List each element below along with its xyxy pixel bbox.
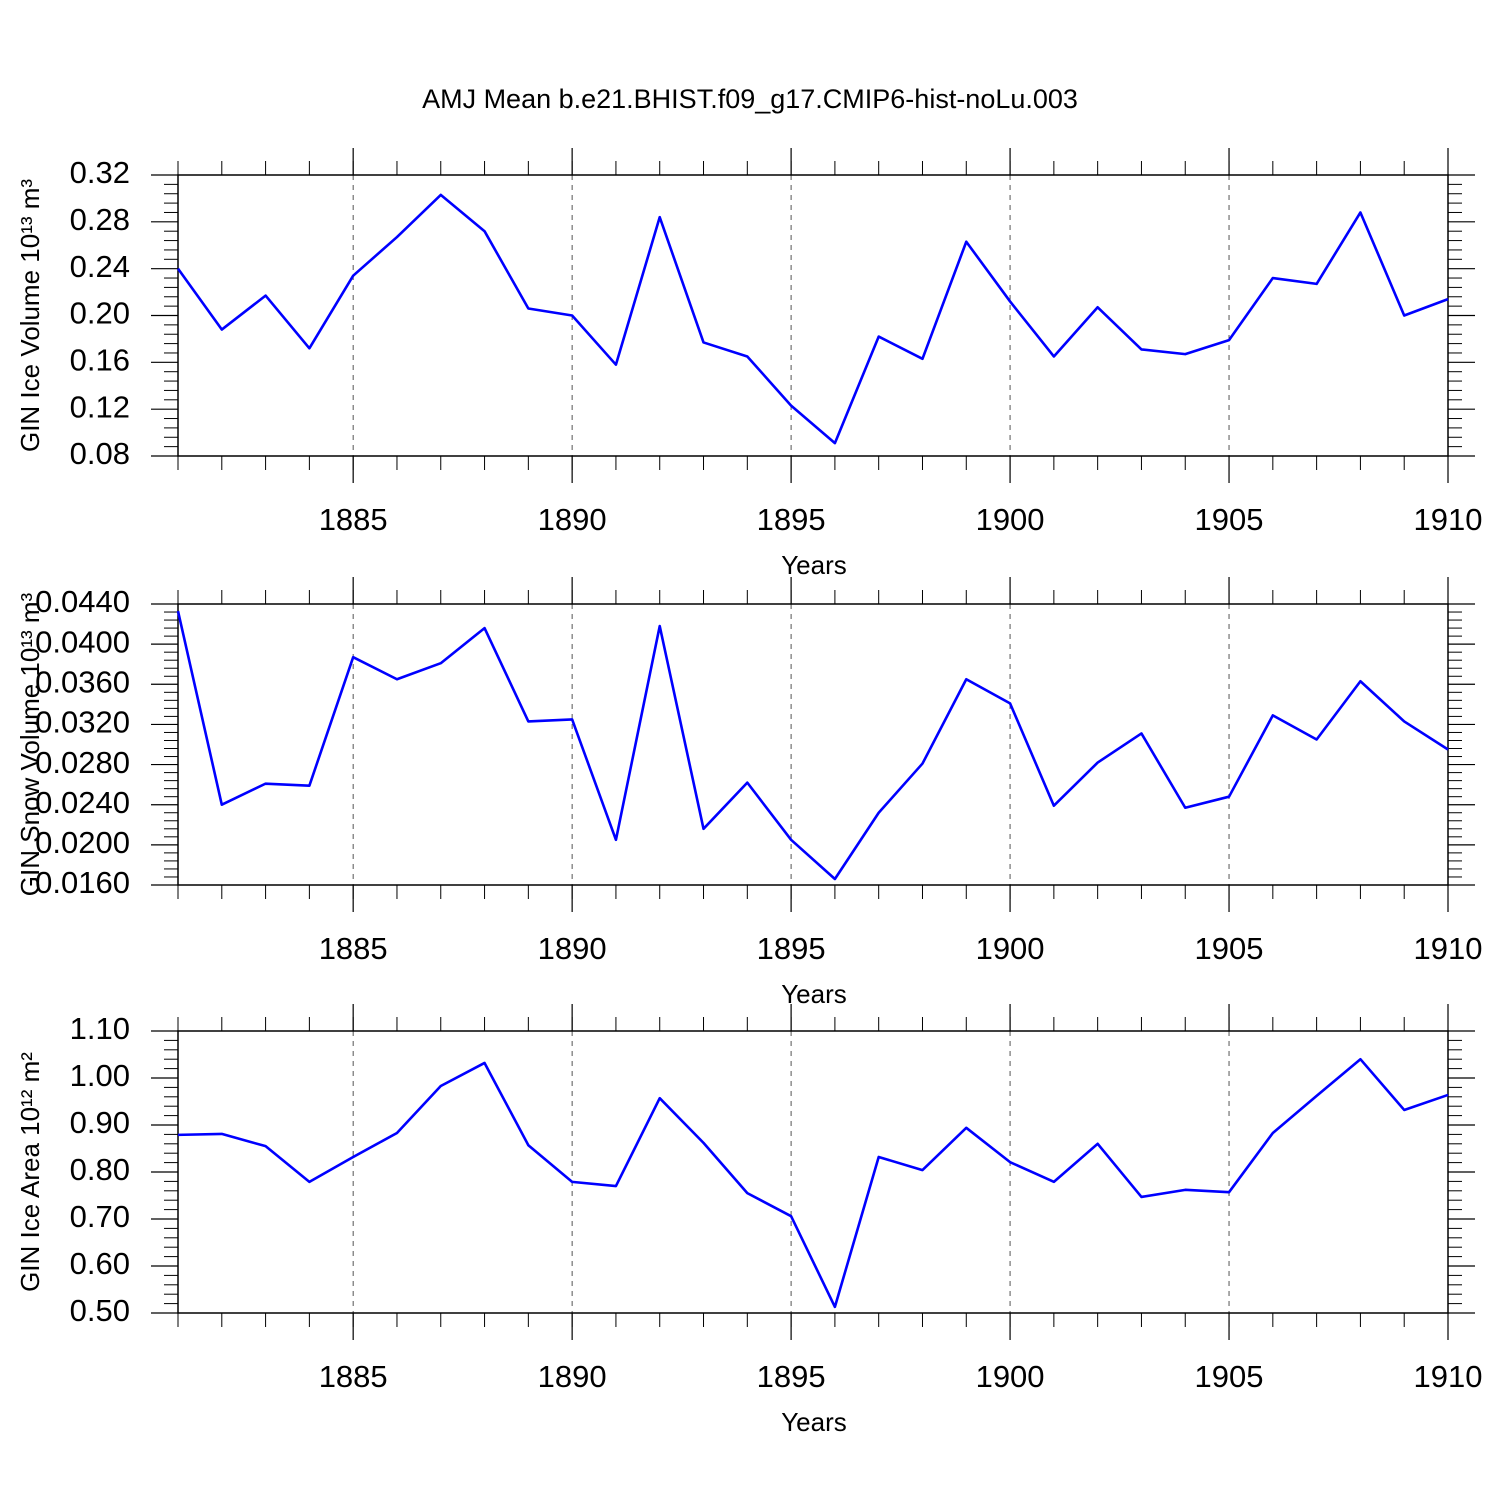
y-axis-title: GIN Snow Volume 10¹³ m³ — [15, 592, 45, 896]
y-tick-label: 1.10 — [70, 1011, 130, 1046]
y-tick-label: 0.50 — [70, 1293, 130, 1328]
y-tick-label: 0.32 — [70, 155, 130, 190]
y-tick-label: 0.0360 — [35, 664, 130, 699]
x-tick-label: 1890 — [538, 1359, 607, 1394]
y-tick-label: 0.24 — [70, 249, 130, 284]
plot-frame — [177, 1030, 1449, 1314]
plot-frame — [177, 174, 1449, 457]
y-tick-label: 0.20 — [70, 296, 130, 331]
x-tick-label: 1890 — [538, 931, 607, 966]
y-tick-label: 0.80 — [70, 1152, 130, 1187]
x-tick-label: 1890 — [538, 502, 607, 537]
y-tick-label: 0.0160 — [35, 865, 130, 900]
y-tick-label: 0.0200 — [35, 825, 130, 860]
x-tick-label: 1900 — [976, 931, 1045, 966]
y-tick-label: 0.60 — [70, 1246, 130, 1281]
y-axis-title: GIN Ice Area 10¹² m² — [15, 1052, 45, 1292]
data-line — [176, 193, 1449, 445]
x-tick-label: 1905 — [1195, 1359, 1264, 1394]
y-tick-label: 0.90 — [70, 1105, 130, 1140]
x-axis-title: Years — [781, 1407, 847, 1437]
y-tick-label: 0.70 — [70, 1199, 130, 1234]
y-tick-label: 0.0280 — [35, 745, 130, 780]
x-tick-label: 1910 — [1414, 931, 1483, 966]
x-axis-title: Years — [781, 550, 847, 580]
y-tick-label: 1.00 — [70, 1058, 130, 1093]
data-line — [177, 1057, 1449, 1309]
y-tick-label: 0.0400 — [35, 624, 130, 659]
x-tick-label: 1895 — [757, 1359, 826, 1394]
y-tick-label: 0.28 — [70, 202, 130, 237]
y-tick-label: 0.0320 — [35, 705, 130, 740]
y-tick-label: 0.08 — [70, 436, 130, 471]
plot-frame — [177, 603, 1449, 886]
x-tick-label: 1905 — [1195, 502, 1264, 537]
x-tick-label: 1885 — [319, 931, 388, 966]
y-tick-label: 0.0440 — [35, 584, 130, 619]
data-line — [176, 610, 1449, 881]
x-tick-label: 1895 — [757, 502, 826, 537]
y-tick-label: 0.0240 — [35, 785, 130, 820]
y-tick-label: 0.12 — [70, 389, 130, 424]
figure-title: AMJ Mean b.e21.BHIST.f09_g17.CMIP6-hist-… — [422, 84, 1078, 114]
x-tick-label: 1900 — [976, 502, 1045, 537]
x-tick-label: 1885 — [319, 1359, 388, 1394]
x-tick-label: 1885 — [319, 502, 388, 537]
x-tick-label: 1900 — [976, 1359, 1045, 1394]
x-tick-label: 1910 — [1414, 502, 1483, 537]
x-tick-label: 1905 — [1195, 931, 1264, 966]
x-tick-label: 1910 — [1414, 1359, 1483, 1394]
x-axis-title: Years — [781, 979, 847, 1009]
y-axis-title: GIN Ice Volume 10¹³ m³ — [15, 179, 45, 452]
y-tick-label: 0.16 — [70, 343, 130, 378]
x-tick-label: 1895 — [757, 931, 826, 966]
